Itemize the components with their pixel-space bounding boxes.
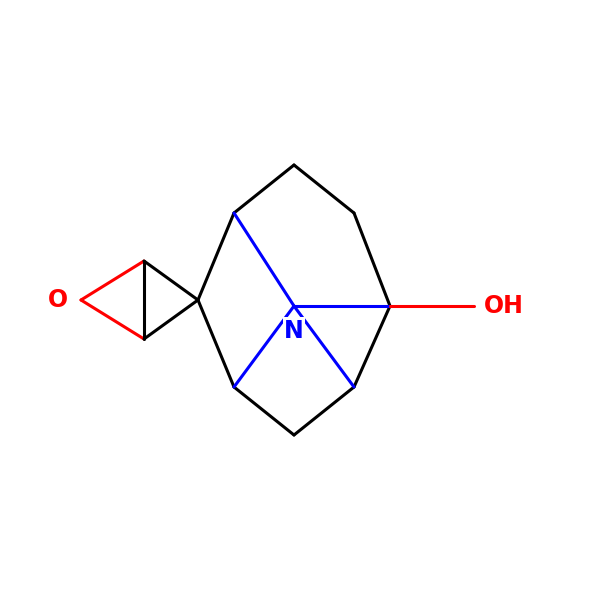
Text: OH: OH <box>484 294 524 318</box>
Text: N: N <box>284 319 304 343</box>
Bar <box>283 317 305 346</box>
Bar <box>47 286 70 314</box>
Bar <box>488 292 521 320</box>
Text: O: O <box>48 288 68 312</box>
